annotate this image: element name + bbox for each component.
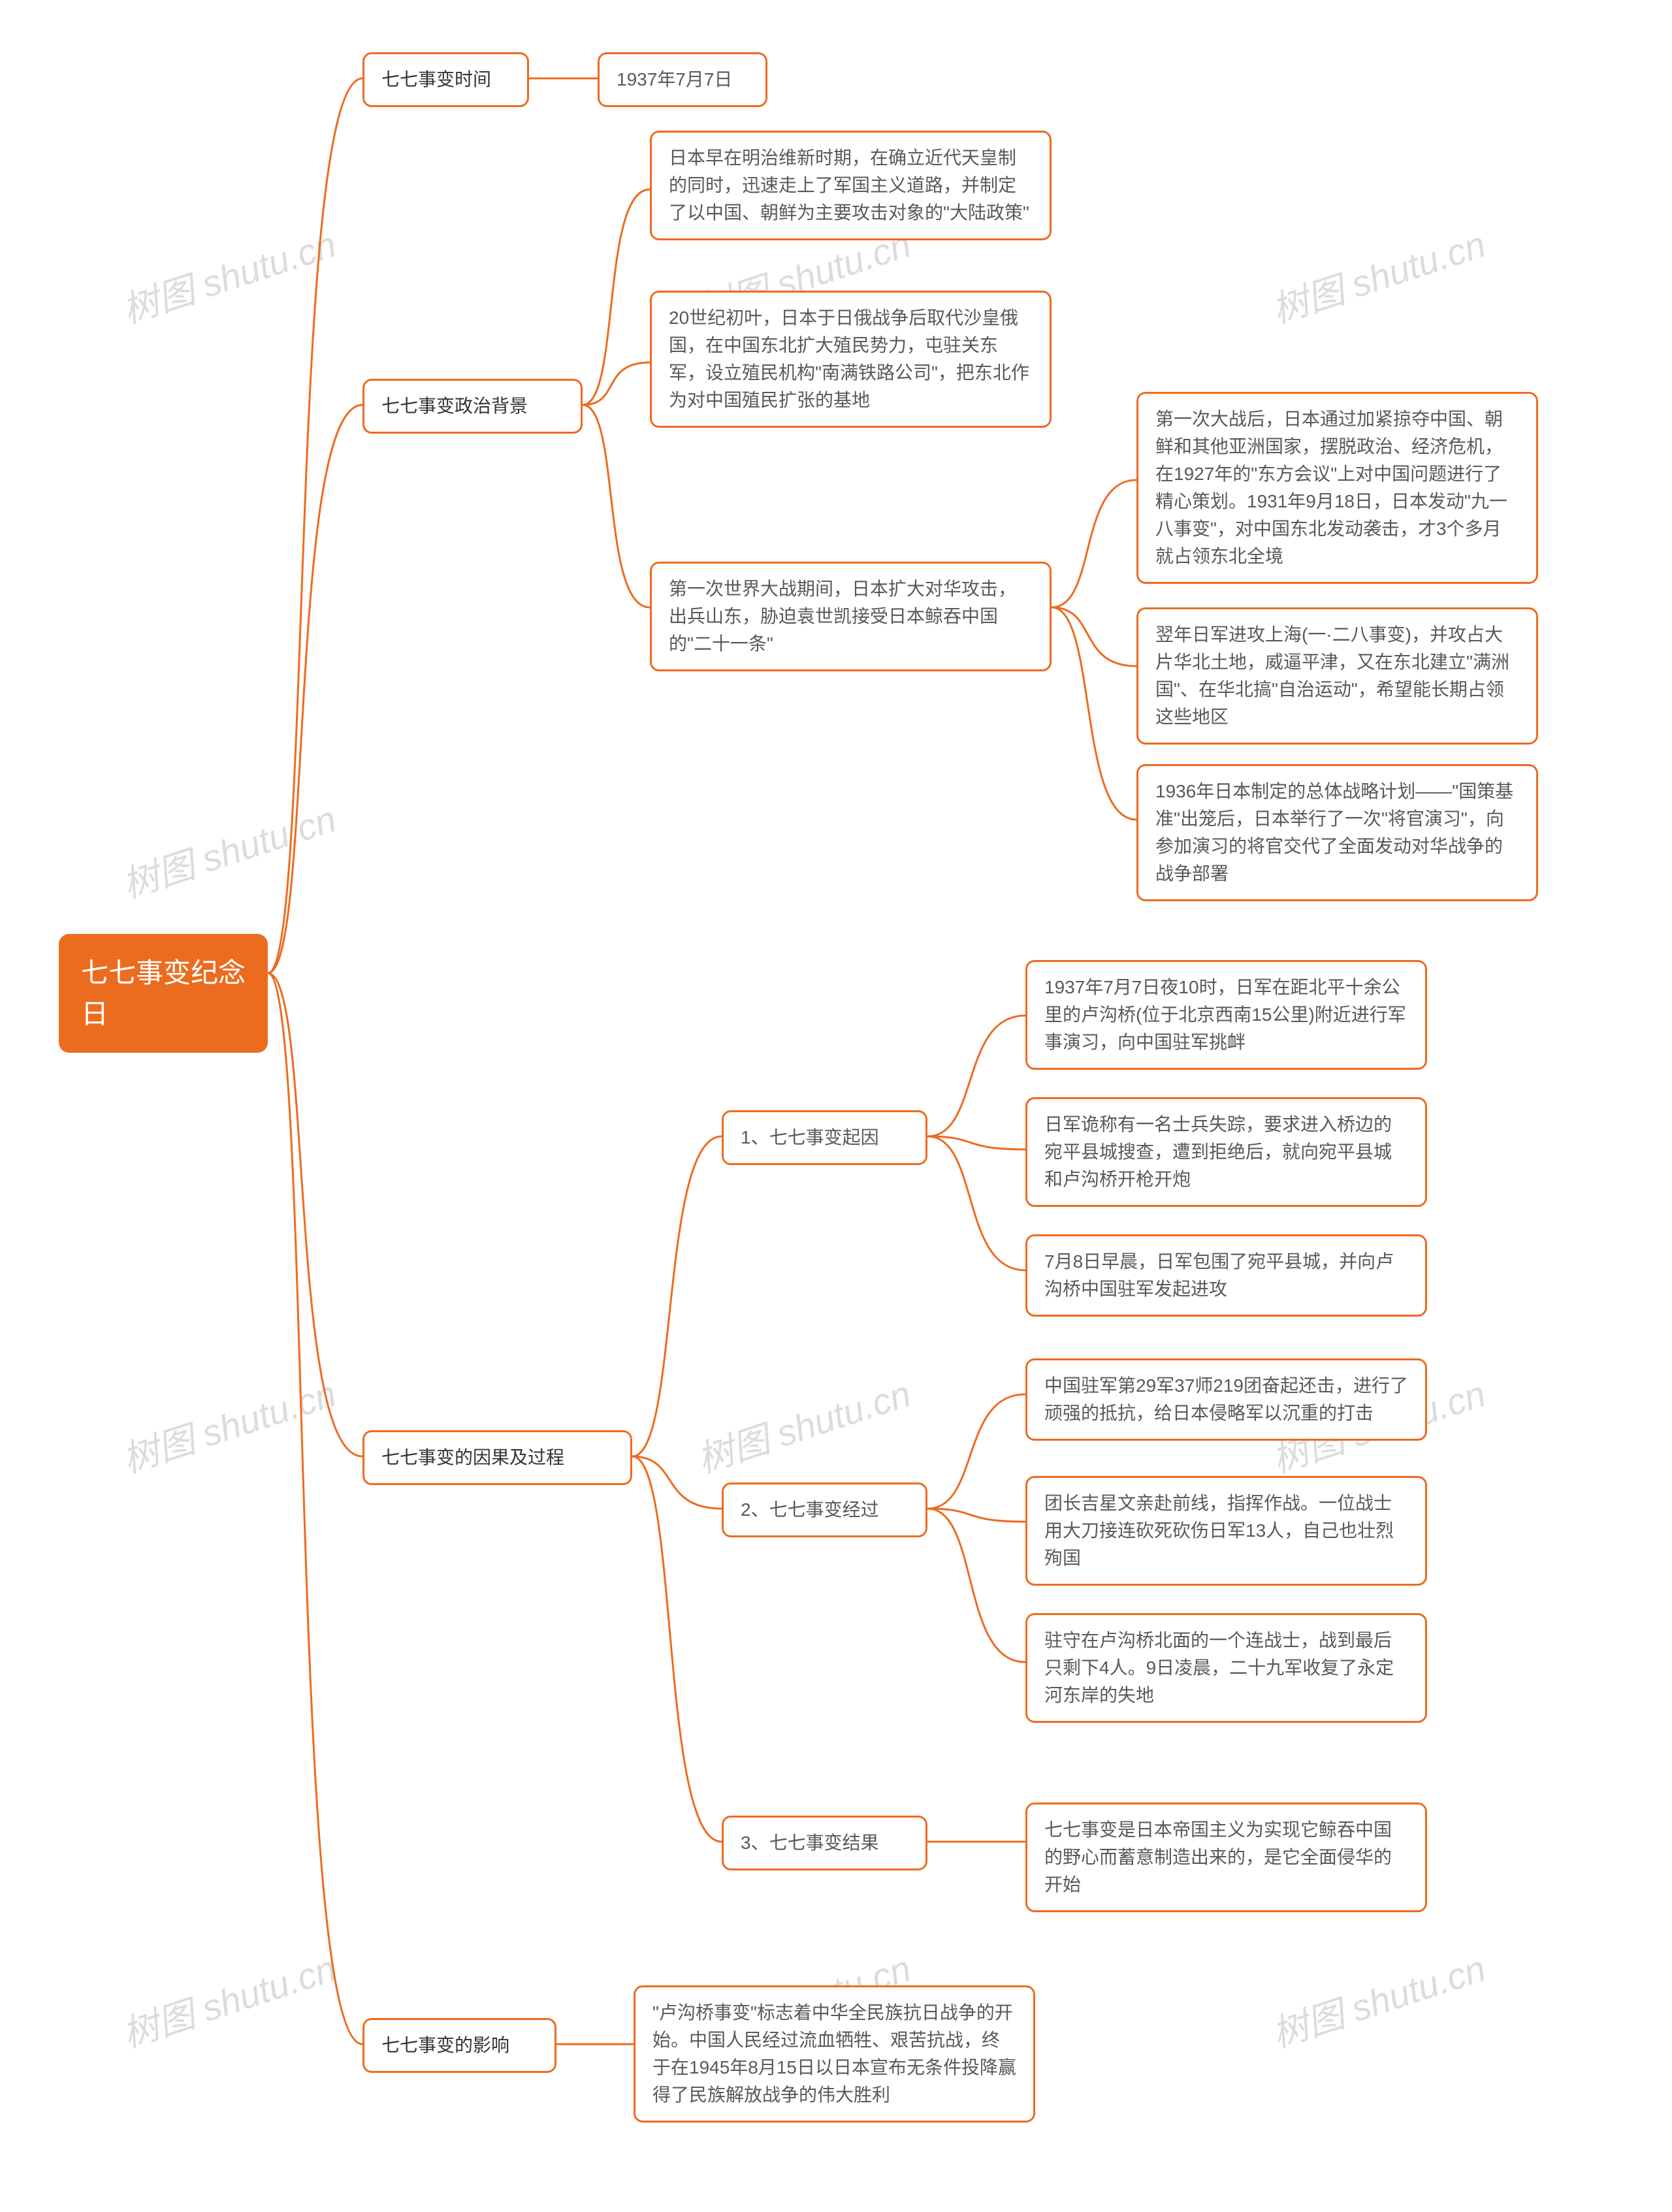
leaf-bg-1: 日本早在明治维新时期，在确立近代天皇制的同时，迅速走上了军国主义道路，并制定了以… (650, 131, 1052, 240)
root-node: 七七事变纪念日 (59, 934, 268, 1053)
leaf-proc-course-2: 团长吉星文亲赴前线，指挥作战。一位战士用大刀接连砍死砍伤日军13人，自己也壮烈殉… (1025, 1476, 1427, 1586)
watermark: 树图 shutu.cn (1264, 1940, 1492, 2059)
leaf-bg-3-1: 第一次大战后，日本通过加紧掠夺中国、朝鲜和其他亚洲国家，摆脱政治、经济危机，在1… (1136, 392, 1538, 584)
leaf-proc-course-1: 中国驻军第29军37师219团奋起还击，进行了顽强的抵抗，给日本侵略军以沉重的打… (1025, 1358, 1427, 1441)
leaf-proc-course-3: 驻守在卢沟桥北面的一个连战士，战到最后只剩下4人。9日凌晨，二十九军收复了永定河… (1025, 1613, 1427, 1723)
leaf-bg-3: 第一次世界大战期间，日本扩大对华攻击，出兵山东，胁迫袁世凯接受日本鲸吞中国的"二… (650, 562, 1052, 671)
leaf-proc-result: 3、七七事变结果 (722, 1816, 927, 1870)
watermark: 树图 shutu.cn (115, 216, 342, 334)
watermark: 树图 shutu.cn (115, 1365, 342, 1484)
leaf-proc-course: 2、七七事变经过 (722, 1483, 927, 1537)
leaf-bg-3-2: 翌年日军进攻上海(一·二八事变)，并攻占大片华北土地，威逼平津，又在东北建立"满… (1136, 607, 1538, 745)
leaf-proc-result-1: 七七事变是日本帝国主义为实现它鲸吞中国的野心而蓄意制造出来的，是它全面侵华的开始 (1025, 1803, 1427, 1912)
branch-impact: 七七事变的影响 (362, 2018, 556, 2073)
leaf-time-date: 1937年7月7日 (598, 52, 767, 107)
leaf-proc-cause-3: 7月8日早晨，日军包围了宛平县城，并向卢沟桥中国驻军发起进攻 (1025, 1234, 1427, 1317)
leaf-bg-2: 20世纪初叶，日本于日俄战争后取代沙皇俄国，在中国东北扩大殖民势力，屯驻关东军，… (650, 291, 1052, 428)
watermark: 树图 shutu.cn (1264, 216, 1492, 334)
leaf-proc-cause-1: 1937年7月7日夜10时，日军在距北平十余公里的卢沟桥(位于北京西南15公里)… (1025, 960, 1427, 1070)
branch-time: 七七事变时间 (362, 52, 529, 107)
leaf-proc-cause-2: 日军诡称有一名士兵失踪，要求进入桥边的宛平县城搜查，遭到拒绝后，就向宛平县城和卢… (1025, 1097, 1427, 1207)
leaf-impact-1: "卢沟桥事变"标志着中华全民族抗日战争的开始。中国人民经过流血牺牲、艰苦抗战，终… (634, 1985, 1035, 2123)
leaf-bg-3-3: 1936年日本制定的总体战略计划——"国策基准"出笼后，日本举行了一次"将官演习… (1136, 764, 1538, 901)
watermark: 树图 shutu.cn (690, 1365, 917, 1484)
branch-background: 七七事变政治背景 (362, 379, 583, 434)
watermark: 树图 shutu.cn (115, 790, 342, 909)
leaf-proc-cause: 1、七七事变起因 (722, 1110, 927, 1165)
watermark: 树图 shutu.cn (115, 1940, 342, 2059)
branch-process: 七七事变的因果及过程 (362, 1430, 632, 1485)
